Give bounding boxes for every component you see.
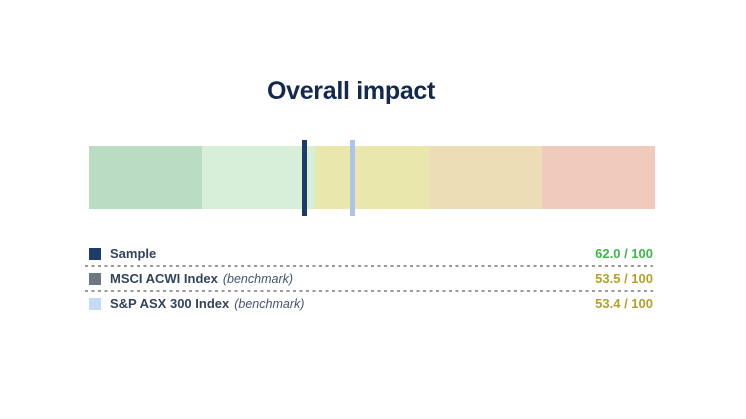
legend: Sample 62.0 / 100 MSCI ACWI Index (benchmar… — [85, 242, 653, 315]
legend-row: S&P ASX 300 Index (benchmark) 53.4 / 100 — [85, 292, 653, 315]
benchmark-tag: (benchmark) — [222, 271, 294, 286]
marker-sample — [301, 140, 307, 216]
legend-value: 53.5 / 100 — [595, 271, 653, 286]
legend-value: 62.0 / 100 — [595, 246, 653, 261]
marker-s-p-asx-300-index — [350, 140, 356, 216]
legend-swatch-sample — [89, 247, 101, 260]
legend-row: Sample 62.0 / 100 — [85, 242, 653, 265]
scale-band-20-0 — [541, 146, 656, 209]
legend-divider — [85, 290, 653, 292]
legend-label: S&P ASX 300 Index — [110, 296, 230, 311]
legend-divider — [85, 265, 653, 267]
scale-band-100-80 — [89, 146, 203, 209]
legend-row: MSCI ACWI Index (benchmark) 53.5 / 100 — [85, 267, 653, 290]
impact-scale-bar — [89, 146, 656, 209]
legend-swatch-msci-acwi-index — [89, 272, 101, 285]
legend-label: Sample — [110, 246, 157, 261]
scale-band-40-20 — [428, 146, 542, 209]
legend-value: 53.4 / 100 — [595, 296, 653, 311]
benchmark-tag: (benchmark) — [234, 296, 305, 311]
legend-label: MSCI ACWI Index — [110, 271, 218, 286]
scale-band-80-60 — [202, 146, 316, 209]
legend-swatch-s-p-asx-300-index — [89, 297, 101, 310]
chart-title: Overall impact — [266, 77, 436, 105]
scale-band-60-40 — [315, 146, 429, 209]
